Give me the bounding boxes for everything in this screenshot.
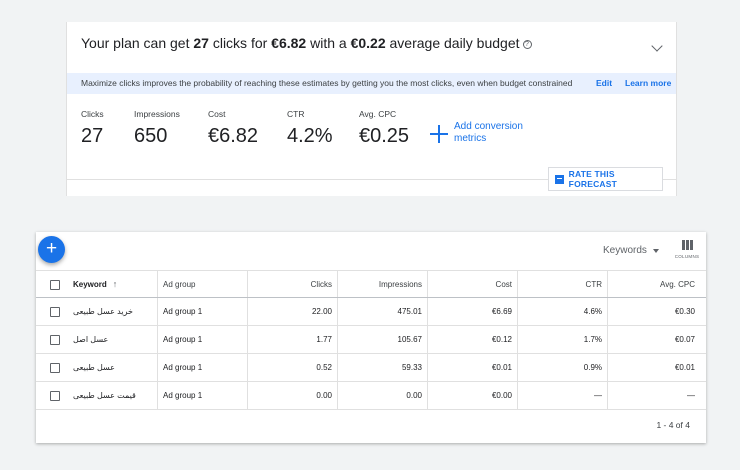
metric-impressions: Impressions 650 <box>134 109 180 148</box>
headline-budget: €0.22 <box>350 35 386 51</box>
metric-label: Impressions <box>134 109 180 119</box>
keywords-table-card: + Keywords COLUMNS Keyword ↑ Ad group Cl… <box>36 232 706 443</box>
metric-label: CTR <box>287 109 305 119</box>
headline-text: clicks for <box>208 35 272 51</box>
forecast-headline: Your plan can get 27 clicks for €6.82 wi… <box>81 35 532 51</box>
segment-dropdown[interactable]: Keywords <box>603 245 659 256</box>
cost-cell: €0.00 <box>491 391 512 400</box>
avg-cpc-cell: €0.07 <box>674 335 695 344</box>
impressions-cell: 475.01 <box>397 307 422 316</box>
chevron-down-icon[interactable] <box>651 40 663 52</box>
headline-cost: €6.82 <box>271 35 307 51</box>
info-banner: Maximize clicks improves the probability… <box>67 73 676 94</box>
keyword-cell[interactable]: خرید عسل طبیعی <box>73 307 133 316</box>
clicks-cell: 0.52 <box>316 363 332 372</box>
avg-cpc-cell: €0.01 <box>674 363 695 372</box>
clicks-cell: 1.77 <box>316 335 332 344</box>
help-icon[interactable]: ? <box>522 40 532 49</box>
header-impressions[interactable]: Impressions <box>378 279 422 289</box>
metric-label: Avg. CPC <box>359 109 397 119</box>
impressions-cell: 0.00 <box>406 391 422 400</box>
add-conversion-metrics-button[interactable]: Add conversion metrics <box>430 121 534 145</box>
metric-label: Clicks <box>81 109 104 119</box>
table-row: خرید عسل طبیعی Ad group 1 22.00 475.01 €… <box>36 298 706 326</box>
ctr-cell: 0.9% <box>583 363 602 372</box>
keyword-cell[interactable]: قیمت عسل طبیعی <box>73 391 136 400</box>
metric-avg-cpc: Avg. CPC €0.25 <box>359 109 409 148</box>
headline-text: Your plan can get <box>81 35 194 51</box>
headline-text: average daily budget <box>385 35 520 51</box>
row-checkbox[interactable] <box>50 391 60 401</box>
select-all-checkbox[interactable] <box>50 280 60 290</box>
row-checkbox[interactable] <box>50 363 60 373</box>
clicks-cell: 22.00 <box>311 307 332 316</box>
table-row: عسل اصل Ad group 1 1.77 105.67 €0.12 1.7… <box>36 326 706 354</box>
header-clicks[interactable]: Clicks <box>310 279 332 289</box>
metric-value: 27 <box>81 125 104 147</box>
cost-cell: €0.01 <box>491 363 512 372</box>
header-cost[interactable]: Cost <box>495 279 512 289</box>
metric-clicks: Clicks 27 <box>81 109 104 148</box>
rate-forecast-label: RATE THIS FORECAST <box>568 169 618 189</box>
ad-group-cell[interactable]: Ad group 1 <box>163 363 203 372</box>
row-checkbox[interactable] <box>50 335 60 345</box>
pagination-label: 1 - 4 of 4 <box>656 420 690 430</box>
columns-icon <box>673 240 701 250</box>
table-row: قیمت عسل طبیعی Ad group 1 0.00 0.00 €0.0… <box>36 382 706 410</box>
keyword-cell[interactable]: عسل اصل <box>73 335 109 344</box>
metric-value: €6.82 <box>208 125 259 147</box>
forecast-card: Your plan can get 27 clicks for €6.82 wi… <box>66 22 677 196</box>
avg-cpc-cell: — <box>687 391 695 400</box>
impressions-cell: 105.67 <box>397 335 422 344</box>
clicks-cell: 0.00 <box>316 391 332 400</box>
keyword-cell[interactable]: عسل طبیعی <box>73 363 115 372</box>
segment-label: Keywords <box>603 245 647 256</box>
avg-cpc-cell: €0.30 <box>674 307 695 316</box>
header-ad-group[interactable]: Ad group <box>163 279 196 289</box>
metric-value: 650 <box>134 125 168 147</box>
ad-group-cell[interactable]: Ad group 1 <box>163 335 203 344</box>
headline-text: with a <box>306 35 351 51</box>
add-conversion-label: Add conversion metrics <box>454 121 523 144</box>
metric-ctr: CTR 4.2% <box>287 109 333 148</box>
header-ctr[interactable]: CTR <box>585 279 602 289</box>
divider <box>67 179 676 180</box>
add-button[interactable]: + <box>38 236 65 263</box>
metric-value: 4.2% <box>287 125 333 147</box>
header-keyword-label: Keyword <box>73 279 107 289</box>
ctr-cell: 4.6% <box>583 307 602 316</box>
info-text: Maximize clicks improves the probability… <box>81 78 573 88</box>
rate-forecast-button[interactable]: RATE THIS FORECAST <box>548 167 663 191</box>
columns-label: COLUMNS <box>674 254 700 259</box>
header-keyword[interactable]: Keyword ↑ <box>73 271 117 297</box>
feedback-icon <box>555 174 564 184</box>
header-avg-cpc[interactable]: Avg. CPC <box>660 279 695 289</box>
ctr-cell: — <box>594 391 602 400</box>
plus-icon <box>430 125 448 143</box>
row-checkbox[interactable] <box>50 307 60 317</box>
dropdown-arrow-icon <box>652 248 659 253</box>
sort-ascending-icon: ↑ <box>112 279 118 289</box>
ad-group-cell[interactable]: Ad group 1 <box>163 391 203 400</box>
ad-group-cell[interactable]: Ad group 1 <box>163 307 203 316</box>
cost-cell: €0.12 <box>491 335 512 344</box>
ctr-cell: 1.7% <box>583 335 602 344</box>
learn-more-link[interactable]: Learn more <box>625 78 672 88</box>
table-header: Keyword ↑ Ad group Clicks Impressions Co… <box>36 270 706 298</box>
headline-clicks: 27 <box>193 35 209 51</box>
edit-link[interactable]: Edit <box>596 78 613 88</box>
columns-button[interactable]: COLUMNS <box>673 240 701 259</box>
impressions-cell: 59.33 <box>401 363 422 372</box>
metric-cost: Cost €6.82 <box>208 109 258 148</box>
metric-label: Cost <box>208 109 226 119</box>
table-row: عسل طبیعی Ad group 1 0.52 59.33 €0.01 0.… <box>36 354 706 382</box>
cost-cell: €6.69 <box>491 307 512 316</box>
metric-value: €0.25 <box>359 125 410 147</box>
